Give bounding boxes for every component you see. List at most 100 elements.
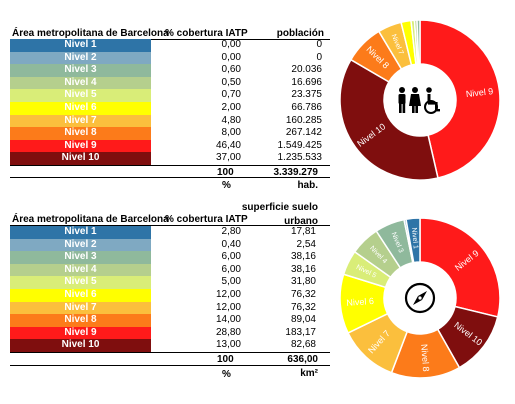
level-cell: Nivel 6 <box>10 289 151 302</box>
value-cell: 16.696 <box>291 76 322 88</box>
table-row: Nivel 1 2,80 17,81 <box>10 226 330 239</box>
table-row: Nivel 7 12,00 76,32 <box>10 301 330 315</box>
level-cell: Nivel 4 <box>10 76 151 90</box>
table-row: Nivel 3 0,60 20.036 <box>10 64 330 77</box>
table-row: Nivel 2 0,00 0 <box>10 51 330 65</box>
level-cell: Nivel 1 <box>10 39 151 52</box>
coverage-cell: 12,00 <box>215 301 241 313</box>
header-divider <box>10 225 330 226</box>
units-divider <box>10 365 330 366</box>
level-cell: Nivel 9 <box>10 326 151 340</box>
value-cell: 31,80 <box>290 276 316 288</box>
coverage-cell: 0,00 <box>221 39 241 50</box>
value-cell: 76,32 <box>290 289 316 300</box>
level-cell: Nivel 1 <box>10 226 151 239</box>
total-divider <box>10 352 330 353</box>
value-cell: 20.036 <box>291 64 322 76</box>
total-value: 636,00 <box>287 354 318 365</box>
unit-value: hab. <box>297 180 318 191</box>
level-cell: Nivel 10 <box>10 339 151 352</box>
region-header: Área metropolitana de Barcelona <box>12 214 169 225</box>
level-cell: Nivel 2 <box>10 51 151 65</box>
coverage-header: % cobertura IATP <box>165 28 248 39</box>
level-cell: Nivel 2 <box>10 238 151 252</box>
level-cell: Nivel 7 <box>10 301 151 315</box>
table-row: Nivel 4 0,50 16.696 <box>10 76 330 90</box>
unit-value: km² <box>300 368 318 379</box>
value-cell: 38,16 <box>290 263 316 275</box>
value-cell: 23.375 <box>291 89 322 101</box>
table-row: Nivel 5 0,70 23.375 <box>10 89 330 102</box>
table-row: Nivel 5 5,00 31,80 <box>10 276 330 289</box>
coverage-cell: 14,00 <box>215 314 241 326</box>
slice-label: Nivel 6 <box>346 296 374 308</box>
slice-nivel-1 <box>405 217 421 264</box>
value-cell: 17,81 <box>290 226 316 237</box>
slice-nivel-3 <box>416 19 421 65</box>
people-wheelchair-icon <box>398 87 440 114</box>
level-cell: Nivel 3 <box>10 64 151 77</box>
level-cell: Nivel 4 <box>10 263 151 277</box>
coverage-cell: 0,40 <box>221 238 241 250</box>
value-cell: 1.549.425 <box>277 139 323 151</box>
level-cell: Nivel 10 <box>10 152 151 165</box>
value-cell: 183,17 <box>285 326 316 338</box>
slice-nivel-9 <box>419 217 501 318</box>
total-coverage: 100 <box>217 167 234 178</box>
coverage-cell: 46,40 <box>215 139 241 151</box>
value-cell: 267.142 <box>285 127 322 139</box>
table-row: Nivel 8 8,00 267.142 <box>10 127 330 140</box>
table-row: Nivel 2 0,40 2,54 <box>10 238 330 252</box>
value-cell: 82,68 <box>290 339 316 351</box>
coverage-cell: 37,00 <box>215 152 241 164</box>
table-row: Nivel 4 6,00 38,16 <box>10 263 330 277</box>
value-cell: 66.786 <box>291 102 322 113</box>
coverage-cell: 0,70 <box>221 89 241 101</box>
slice-label: Nivel 8 <box>419 344 431 372</box>
table-row: Nivel 10 37,00 1.235.533 <box>10 152 330 165</box>
coverage-cell: 13,00 <box>215 339 241 351</box>
table-row: Nivel 10 13,00 82,68 <box>10 339 330 352</box>
coverage-cell: 5,00 <box>221 276 241 288</box>
table-row: Nivel 7 4,80 160.285 <box>10 114 330 128</box>
region-header: Área metropolitana de Barcelona <box>12 28 169 39</box>
value-header-line2: urbano <box>284 216 318 227</box>
unit-coverage: % <box>222 369 231 380</box>
level-cell: Nivel 5 <box>10 89 151 102</box>
value-header-line1: superficie suelo <box>241 202 318 213</box>
value-cell: 1.235.533 <box>277 152 323 164</box>
coverage-cell: 0,50 <box>221 76 241 88</box>
coverage-cell: 2,00 <box>221 102 241 113</box>
coverage-cell: 4,80 <box>221 114 241 126</box>
surface-table: Área metropolitana de Barcelona % cobert… <box>10 200 332 395</box>
table-row: Nivel 9 28,80 183,17 <box>10 326 330 340</box>
header-divider <box>10 39 330 40</box>
coverage-cell: 28,80 <box>215 326 241 338</box>
value-cell: 38,16 <box>290 251 316 263</box>
total-coverage: 100 <box>217 354 234 365</box>
units-divider <box>10 177 330 178</box>
value-cell: 160.285 <box>285 114 322 126</box>
coverage-cell: 2,80 <box>221 226 241 237</box>
slice-label: Nivel 1 <box>410 227 419 249</box>
value-cell: 2,54 <box>296 238 316 250</box>
level-cell: Nivel 9 <box>10 139 151 153</box>
coverage-cell: 0,00 <box>221 51 241 63</box>
coverage-cell: 8,00 <box>221 127 241 139</box>
level-cell: Nivel 6 <box>10 102 151 115</box>
table-row: Nivel 1 0,00 0 <box>10 39 330 52</box>
value-cell: 0 <box>316 39 322 50</box>
table-row: Nivel 6 12,00 76,32 <box>10 289 330 302</box>
level-cell: Nivel 8 <box>10 314 151 327</box>
level-cell: Nivel 8 <box>10 127 151 140</box>
level-cell: Nivel 7 <box>10 114 151 128</box>
coverage-cell: 6,00 <box>221 263 241 275</box>
coverage-cell: 6,00 <box>221 251 241 263</box>
level-cell: Nivel 5 <box>10 276 151 289</box>
table-row: Nivel 3 6,00 38,16 <box>10 251 330 264</box>
coverage-cell: 12,00 <box>215 289 241 300</box>
value-header-line2: población <box>276 28 324 39</box>
slice-nivel-9 <box>419 19 501 179</box>
